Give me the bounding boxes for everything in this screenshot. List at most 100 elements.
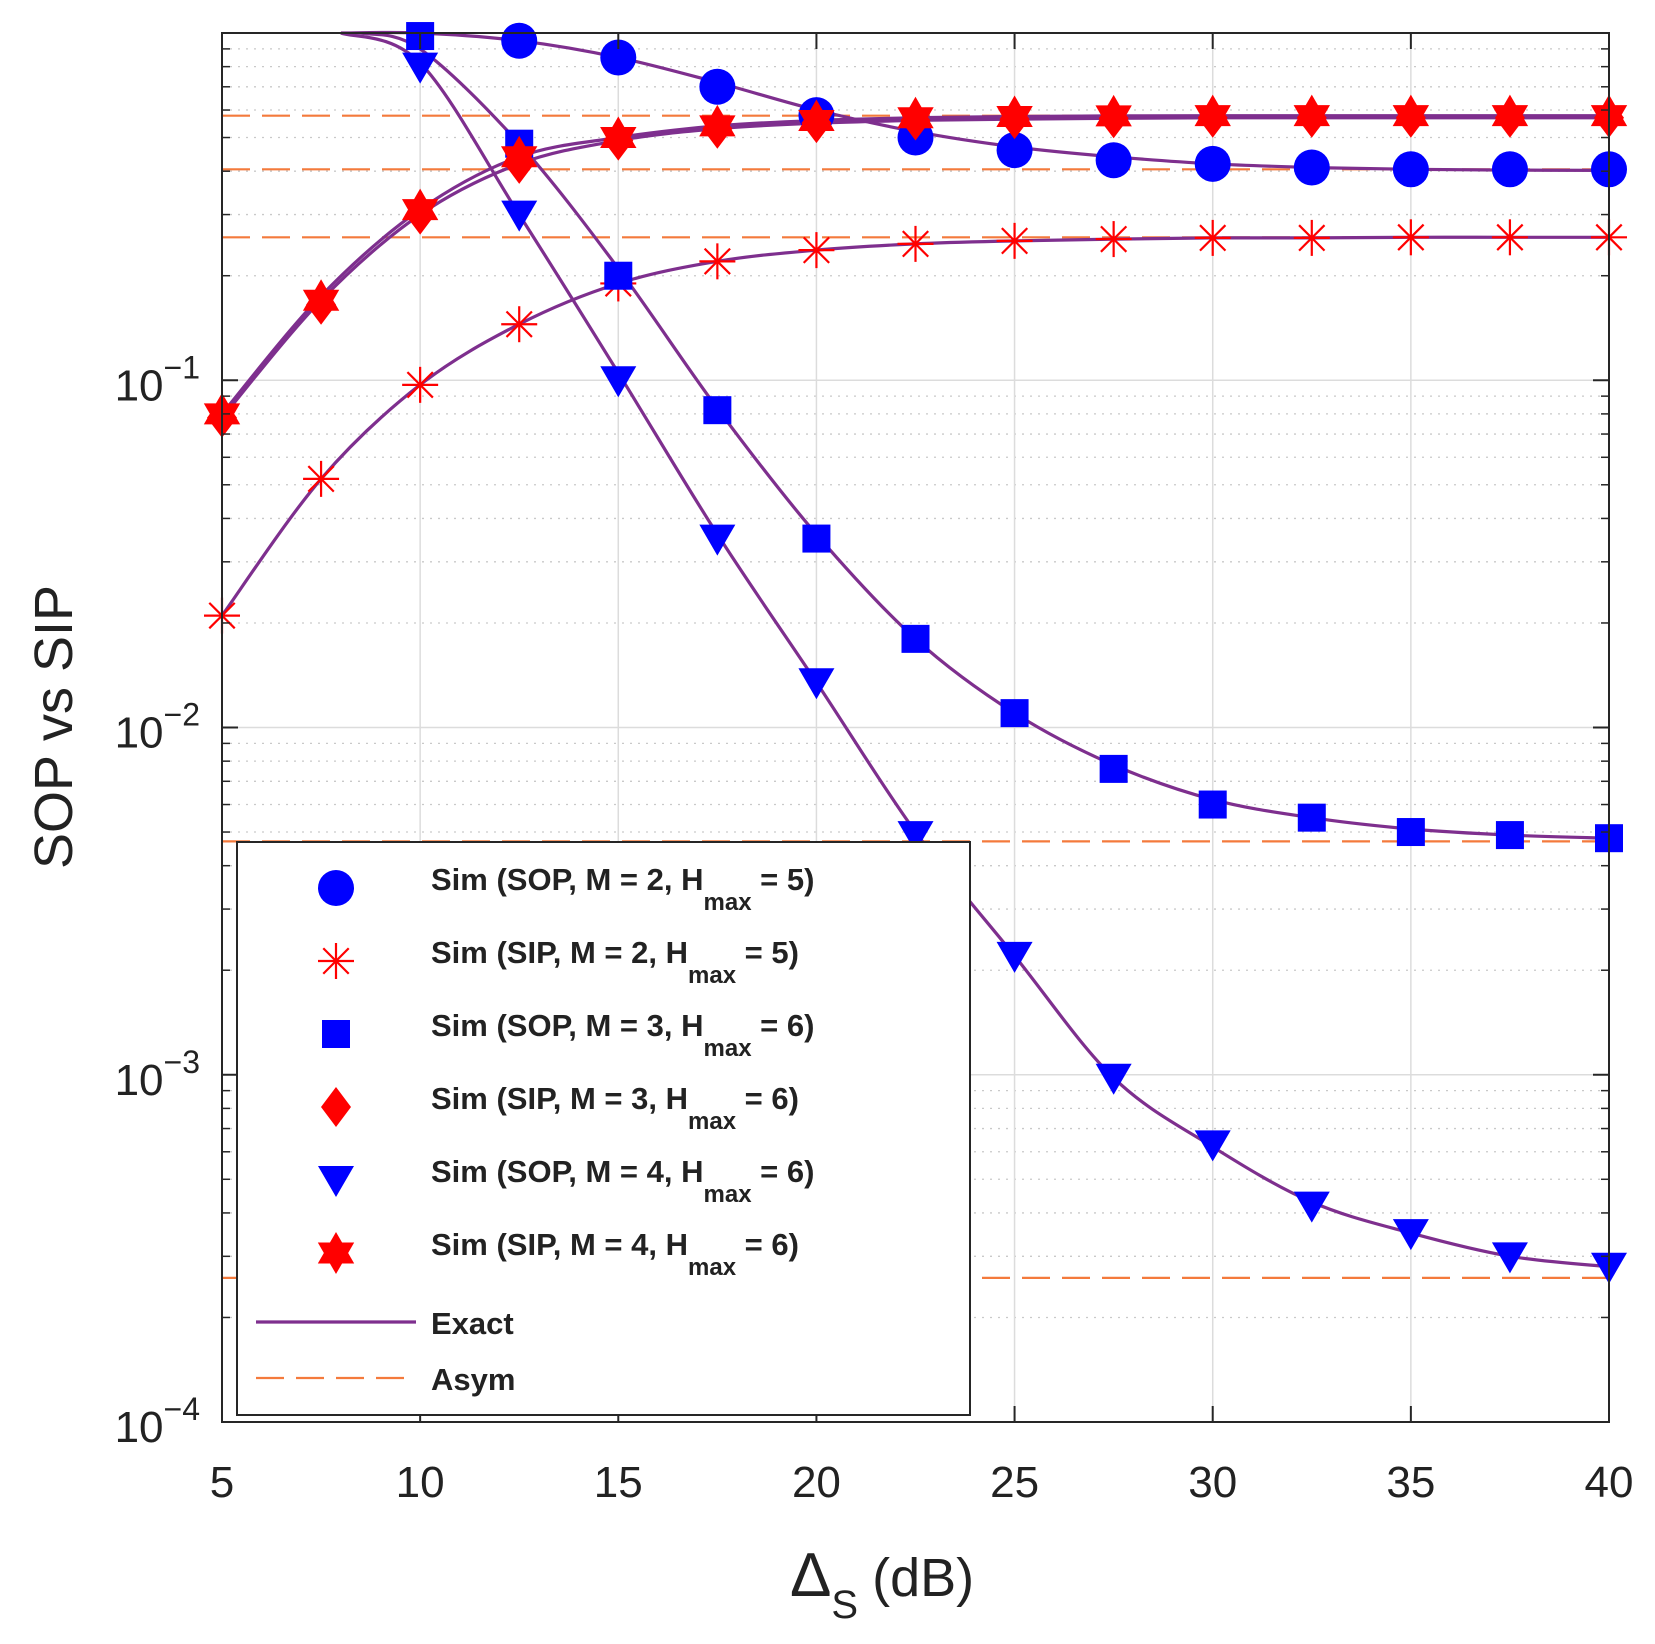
x-tick-label: 35 bbox=[1386, 1458, 1435, 1507]
x-axis-label: ΔS (dB) bbox=[790, 1541, 974, 1627]
data-point-hexagram bbox=[302, 279, 340, 322]
data-point-square bbox=[1495, 821, 1524, 850]
data-point-asterisk bbox=[897, 225, 934, 262]
asterisk-stroke bbox=[1397, 223, 1425, 251]
hexagram-part bbox=[996, 105, 1033, 138]
data-point-hexagram bbox=[1293, 94, 1330, 137]
legend-entry-suffix: = 5) bbox=[752, 862, 815, 897]
asterisk-stroke bbox=[322, 947, 350, 975]
data-point-circle bbox=[1392, 151, 1429, 188]
data-point-triangle-down bbox=[1194, 1130, 1231, 1162]
legend-entry-label: Sim (SOP, M = 4, Hmax = 6) bbox=[431, 1154, 814, 1208]
data-point-square bbox=[1396, 818, 1425, 847]
y-tick-base: 10 bbox=[115, 1056, 164, 1105]
hexagram-part bbox=[401, 199, 439, 231]
hexagram-part bbox=[501, 146, 538, 178]
data-point-asterisk bbox=[798, 232, 835, 269]
legend-entry-suffix: = 6) bbox=[736, 1227, 799, 1262]
legend-marker-circle bbox=[318, 870, 354, 906]
legend-entry-suffix: = 6) bbox=[752, 1008, 815, 1043]
y-tick-label: 10−1 bbox=[115, 349, 200, 410]
data-point-hexagram bbox=[501, 135, 538, 178]
asterisk-stroke bbox=[307, 465, 335, 493]
data-point-triangle-down bbox=[996, 941, 1033, 973]
data-point-square bbox=[604, 261, 633, 290]
hexagram-part bbox=[1392, 105, 1430, 137]
data-point-triangle-down bbox=[798, 668, 835, 700]
data-point-hexagram bbox=[600, 116, 637, 159]
data-point-hexagram bbox=[1392, 94, 1430, 137]
data-point-hexagram bbox=[699, 104, 736, 147]
data-point-hexagram bbox=[1095, 94, 1132, 137]
data-point-triangle-down bbox=[402, 52, 439, 84]
asterisk-stroke bbox=[1298, 224, 1326, 252]
data-point-hexagram bbox=[401, 188, 439, 231]
y-tick-label: 10−4 bbox=[115, 1391, 200, 1452]
legend-marker-asterisk bbox=[318, 943, 354, 979]
legend: Sim (SOP, M = 2, H max = 5) Sim (SIP, M = … bbox=[236, 841, 971, 1416]
data-point-asterisk bbox=[996, 222, 1033, 259]
legend-entry-name: Sim (SOP, M = 2, H bbox=[431, 862, 704, 897]
legend-marker-hexagram bbox=[317, 1232, 355, 1274]
x-axis-label-delta: Δ bbox=[790, 1541, 831, 1610]
y-tick-exponent: −4 bbox=[164, 1391, 200, 1427]
data-point-square bbox=[1297, 803, 1326, 832]
data-point-circle bbox=[699, 68, 736, 105]
data-point-triangle-down bbox=[501, 200, 538, 232]
data-point-asterisk bbox=[501, 306, 538, 343]
legend-entry-suffix: = 5) bbox=[736, 935, 799, 970]
data-point-hexagram bbox=[1491, 94, 1529, 137]
data-point-square bbox=[901, 624, 930, 653]
legend-entry-name: Sim (SIP, M = 4, H bbox=[431, 1227, 688, 1262]
data-point-triangle-down bbox=[1392, 1219, 1429, 1251]
hexagram-part bbox=[1095, 105, 1132, 137]
asterisk-stroke bbox=[1199, 224, 1227, 252]
x-tick-label: 30 bbox=[1188, 1458, 1237, 1507]
x-axis-label-subscript: S bbox=[831, 1583, 858, 1627]
hexagram-part bbox=[1491, 105, 1529, 137]
y-tick-base: 10 bbox=[115, 1403, 164, 1452]
data-point-hexagram bbox=[1194, 94, 1231, 137]
asterisk-stroke bbox=[901, 230, 930, 258]
y-tick-label: 10−3 bbox=[115, 1044, 200, 1105]
hexagram-part bbox=[600, 127, 637, 159]
hexagram-part bbox=[798, 109, 835, 142]
legend-entry-subscript: max bbox=[688, 1254, 737, 1281]
x-tick-label: 5 bbox=[210, 1458, 234, 1507]
asterisk-stroke bbox=[406, 371, 434, 399]
x-tick-label: 10 bbox=[396, 1458, 445, 1507]
data-point-triangle-down bbox=[1095, 1063, 1132, 1095]
data-point-square bbox=[1099, 754, 1128, 783]
data-point-square bbox=[703, 396, 732, 425]
legend-entry-label: Sim (SIP, M = 3, Hmax = 6) bbox=[431, 1081, 799, 1135]
asterisk-stroke bbox=[703, 247, 731, 275]
y-tick-base: 10 bbox=[115, 361, 164, 410]
hexagram-part bbox=[317, 1242, 355, 1274]
data-point-circle bbox=[1194, 145, 1231, 182]
legend-entry-name: Sim (SOP, M = 4, H bbox=[431, 1154, 704, 1189]
data-point-triangle-down bbox=[897, 821, 934, 853]
axis-ticks bbox=[221, 33, 1610, 1423]
x-tick-label: 20 bbox=[792, 1458, 841, 1507]
legend-box bbox=[236, 841, 971, 1416]
legend-entry-name: Sim (SIP, M = 3, H bbox=[431, 1081, 688, 1116]
y-tick-exponent: −2 bbox=[164, 697, 200, 733]
legend-asym-label: Asym bbox=[431, 1362, 515, 1397]
data-point-asterisk bbox=[402, 366, 439, 403]
data-point-circle bbox=[1491, 151, 1528, 188]
x-tick-label: 40 bbox=[1585, 1458, 1634, 1507]
legend-marker-square bbox=[322, 1020, 350, 1048]
data-point-circle bbox=[600, 39, 637, 76]
data-point-square bbox=[802, 524, 831, 553]
hexagram-part bbox=[897, 107, 934, 139]
x-tick-label: 15 bbox=[594, 1458, 643, 1507]
legend-entry-name: Sim (SOP, M = 3, H bbox=[431, 1008, 704, 1043]
legend-entry-subscript: max bbox=[704, 1181, 753, 1208]
asterisk-stroke bbox=[505, 310, 533, 338]
asterisk-stroke bbox=[802, 236, 830, 264]
hexagram-part bbox=[302, 289, 340, 322]
data-point-asterisk bbox=[699, 243, 736, 280]
legend-entry-subscript: max bbox=[688, 962, 737, 989]
data-point-square bbox=[1198, 790, 1227, 819]
